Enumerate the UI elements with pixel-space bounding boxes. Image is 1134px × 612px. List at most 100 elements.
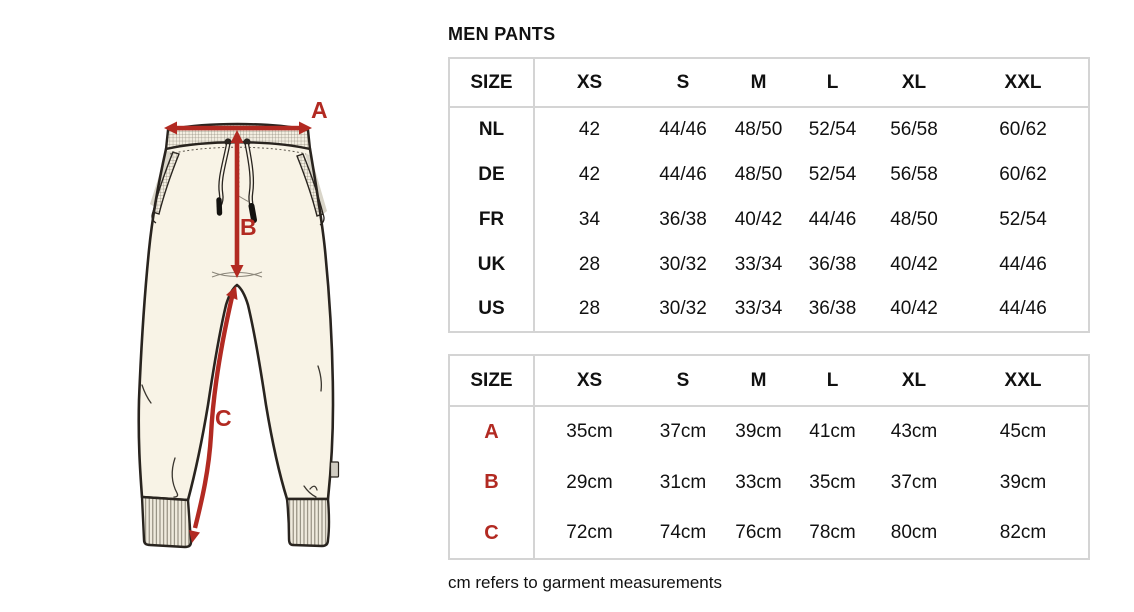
table-cell: 44/46	[808, 208, 857, 230]
row-header-c: C	[449, 508, 535, 559]
table-cell: 44/46	[999, 298, 1047, 319]
table-cell: 33/34	[734, 253, 783, 275]
table-cell: 48/50	[890, 208, 938, 230]
column-header-s: S	[676, 71, 690, 93]
table-cell: 45cm	[999, 421, 1047, 442]
row-header-a: A	[449, 406, 535, 457]
table-cell: 44/46	[659, 163, 707, 185]
table-cell: 48/50	[734, 119, 783, 140]
table-cell: 40/42	[890, 298, 938, 319]
table-cell: 37cm	[890, 471, 938, 493]
footnote: cm refers to garment measurements	[448, 573, 722, 592]
pants-illustration	[137, 121, 340, 549]
table-cell: 78cm	[809, 522, 856, 543]
table-row-us: US 28 30/32 33/34 36/38 40/42 44/46	[449, 287, 1089, 332]
column-header-xxl: XXL	[1004, 369, 1042, 391]
column-header-s: S	[676, 369, 690, 391]
column-header-size: SIZE	[449, 355, 535, 406]
row-header-b: B	[449, 457, 535, 508]
table-cell: 35cm	[566, 421, 613, 442]
table-cell: 74cm	[659, 522, 707, 543]
table-cell: 60/62	[999, 119, 1047, 140]
table-cell: 35cm	[809, 471, 856, 493]
table-row-nl: NL 42 44/46 48/50 52/54 56/58 60/62	[449, 107, 1089, 152]
row-header: NL	[449, 107, 535, 152]
table-row-a: A 35cm 37cm 39cm 41cm 43cm 45cm	[449, 406, 1089, 457]
table-cell: 42	[578, 163, 601, 185]
measure-label-a: A	[311, 97, 328, 123]
brand-tag	[329, 461, 340, 478]
table-cell: 52/54	[808, 119, 857, 140]
table-cell: 43cm	[890, 421, 938, 442]
measure-arrow-a	[164, 121, 312, 135]
table-cell: 28	[578, 298, 601, 319]
column-header-xxl: XXL	[1004, 71, 1042, 93]
table-cell: 30/32	[659, 253, 707, 275]
measure-label-b: B	[240, 214, 257, 240]
table-cell: 30/32	[659, 298, 707, 319]
table-cell: 36/38	[808, 253, 857, 275]
column-header-l: L	[826, 369, 839, 391]
column-header-m: M	[750, 71, 767, 93]
column-header-size: SIZE	[449, 58, 535, 107]
aglet-left	[216, 197, 223, 216]
table-cell: 40/42	[734, 208, 783, 230]
table-cell: 33/34	[734, 298, 783, 319]
table-cell: 39cm	[999, 471, 1047, 493]
table-row-c: C 72cm 74cm 76cm 78cm 80cm 82cm	[449, 508, 1089, 559]
table-row-b: B 29cm 31cm 33cm 35cm 37cm 39cm	[449, 457, 1089, 508]
table-cell: 33cm	[735, 471, 782, 493]
row-header: US	[449, 287, 535, 332]
table-cell: 28	[578, 253, 601, 275]
page-title: MEN PANTS	[448, 24, 556, 44]
pants-body	[137, 142, 340, 502]
column-header-xs: XS	[576, 369, 603, 391]
table-cell: 29cm	[566, 471, 613, 493]
table-cell: 56/58	[890, 163, 938, 185]
table-cell: 60/62	[999, 163, 1047, 185]
table-cell: 31cm	[659, 471, 707, 493]
header-row: SIZE XS S M L XL XXL	[449, 355, 1089, 406]
table-cell: 41cm	[809, 421, 856, 442]
aglet-right	[248, 203, 257, 223]
table-row-de: DE 42 44/46 48/50 52/54 56/58 60/62	[449, 152, 1089, 197]
header-row: SIZE XS S M L XL XXL	[449, 58, 1089, 107]
row-header: DE	[449, 152, 535, 197]
garment-measurements-table: SIZE XS S M L XL XXL A 35cm 37cm 39cm 41…	[448, 354, 1090, 560]
table-cell: 34	[578, 208, 601, 230]
table-cell: 36/38	[808, 298, 857, 319]
row-header: FR	[449, 197, 535, 242]
column-header-xl: XL	[901, 71, 927, 93]
table-cell: 80cm	[890, 522, 938, 543]
table-cell: 48/50	[734, 163, 783, 185]
table-cell: 42	[578, 119, 601, 140]
table-cell: 56/58	[890, 119, 938, 140]
table-cell: 44/46	[999, 253, 1047, 275]
table-cell: 44/46	[659, 119, 707, 140]
table-row-uk: UK 28 30/32 33/34 36/38 40/42 44/46	[449, 242, 1089, 287]
ankle-cuffs	[140, 495, 331, 549]
table-cell: 36/38	[659, 208, 707, 230]
size-conversion-table: SIZE XS S M L XL XXL NL 42 44/46 48/50 5…	[448, 57, 1090, 333]
table-cell: 40/42	[890, 253, 938, 275]
column-header-m: M	[750, 369, 767, 391]
column-header-xs: XS	[576, 71, 603, 93]
table-cell: 37cm	[659, 421, 707, 442]
table-cell: 39cm	[735, 421, 782, 442]
table-row-fr: FR 34 36/38 40/42 44/46 48/50 52/54	[449, 197, 1089, 242]
column-header-xl: XL	[901, 369, 927, 391]
drawstring	[216, 138, 257, 223]
fold-lines	[141, 365, 323, 498]
pocket-binding-left	[152, 151, 180, 215]
measure-arrow-c	[189, 286, 238, 543]
table-cell: 82cm	[999, 522, 1047, 543]
measure-arrow-b	[230, 130, 244, 278]
pocket-binding-right	[296, 153, 324, 217]
table-cell: 52/54	[808, 163, 857, 185]
column-header-l: L	[826, 71, 839, 93]
table-cell: 52/54	[999, 208, 1047, 230]
table-cell: 72cm	[566, 522, 613, 543]
row-header: UK	[449, 242, 535, 287]
table-cell: 76cm	[735, 522, 782, 543]
